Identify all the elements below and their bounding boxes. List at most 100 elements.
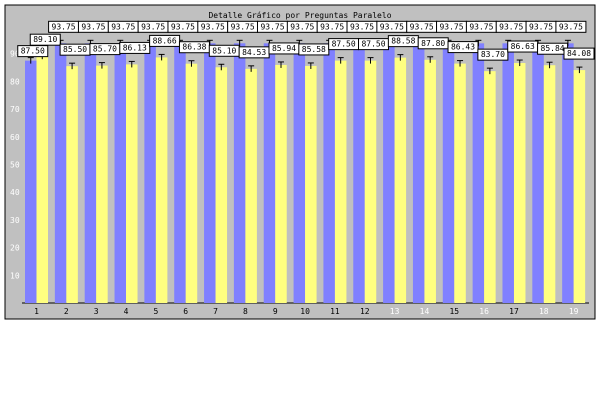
chart-title: Detalle Gráfico por Preguntas Paralelo [208,11,391,20]
y-tick-label: 50 [10,161,20,170]
x-tick-label: 18 [539,307,549,316]
data-label: 93.75 [171,22,195,31]
x-tick-label: 4 [124,307,129,316]
x-tick-label: 11 [330,307,340,316]
bar [174,43,186,303]
data-label: 84.08 [567,49,591,58]
y-tick-label: 90 [10,50,20,59]
bar [96,65,108,304]
bar [293,43,306,303]
bar [275,64,287,303]
bar [424,59,436,303]
bar [114,43,127,303]
data-label-box [563,47,595,60]
data-label: 93.75 [231,22,255,31]
bar [36,56,48,304]
x-tick-label: 9 [273,307,278,316]
data-label: 93.75 [111,22,135,31]
data-label: 87.80 [421,39,445,48]
bar [204,43,216,303]
data-label-box [477,48,509,61]
data-label: 87.50 [21,47,45,56]
bar [305,65,317,304]
x-tick-label: 8 [243,307,248,316]
bar [54,43,67,303]
data-label: 93.75 [320,22,344,31]
y-tick-label: 70 [10,105,20,114]
bar [513,63,526,304]
x-tick-label: 17 [509,307,519,316]
data-label: 87.50 [361,40,385,49]
bar [532,43,544,303]
bar [144,43,156,303]
data-label: 85.84 [541,44,565,53]
data-label: 86.13 [123,43,147,52]
x-tick-label: 2 [64,307,69,316]
bar [502,43,514,303]
x-tick-label: 7 [213,307,218,316]
data-label: 93.75 [410,22,434,31]
y-tick-label: 10 [10,271,20,280]
data-label: 93.75 [559,22,583,31]
data-label: 83.70 [481,50,505,59]
data-label: 93.75 [201,22,225,31]
x-tick-label: 10 [300,307,310,316]
data-label: 85.58 [302,45,326,54]
data-label: 93.75 [52,22,76,31]
data-label: 93.75 [499,22,523,31]
bar [233,43,246,303]
bar [412,43,425,303]
bar [484,71,496,303]
y-tick-label: 60 [10,133,20,142]
data-label: 93.75 [439,22,463,31]
x-tick-label: 13 [390,307,400,316]
bar [353,43,365,303]
x-tick-label: 14 [420,307,430,316]
y-tick-label: 30 [10,216,20,225]
bar [66,66,78,303]
data-label: 86.38 [182,43,206,52]
bar [155,57,168,303]
x-tick-label: 16 [479,307,489,316]
data-label: 93.75 [380,22,404,31]
bar [334,60,347,303]
bar [383,43,395,303]
data-label: 85.70 [93,45,117,54]
x-tick-label: 19 [569,307,579,316]
x-tick-label: 6 [183,307,188,316]
bar [323,43,335,303]
bar [245,68,257,303]
data-label: 85.94 [272,44,296,53]
data-label-box [149,34,181,47]
bar [394,57,407,304]
bar [562,43,574,303]
y-tick-label: 40 [10,188,20,197]
x-tick-label: 1 [34,307,39,316]
data-label: 86.63 [511,42,535,51]
data-label: 88.58 [391,37,415,46]
data-label-box [29,33,61,46]
y-tick-label: 20 [10,244,20,253]
y-tick-label: 80 [10,77,20,86]
data-label: 93.75 [81,22,105,31]
data-label-box [447,41,479,54]
data-label: 93.75 [141,22,165,31]
bar [84,43,97,303]
bar [364,60,377,303]
bar [472,43,485,303]
data-label: 93.75 [290,22,314,31]
bar [442,43,455,303]
data-label: 85.10 [212,46,236,55]
bar [573,70,586,304]
data-label: 86.43 [451,43,475,52]
x-tick-label: 3 [94,307,99,316]
data-label-box [119,41,151,54]
data-label: 93.75 [260,22,284,31]
data-label: 85.50 [63,45,87,54]
data-label: 93.75 [350,22,374,31]
data-label: 89.10 [33,35,57,44]
bar [25,60,37,303]
bar [126,64,138,304]
